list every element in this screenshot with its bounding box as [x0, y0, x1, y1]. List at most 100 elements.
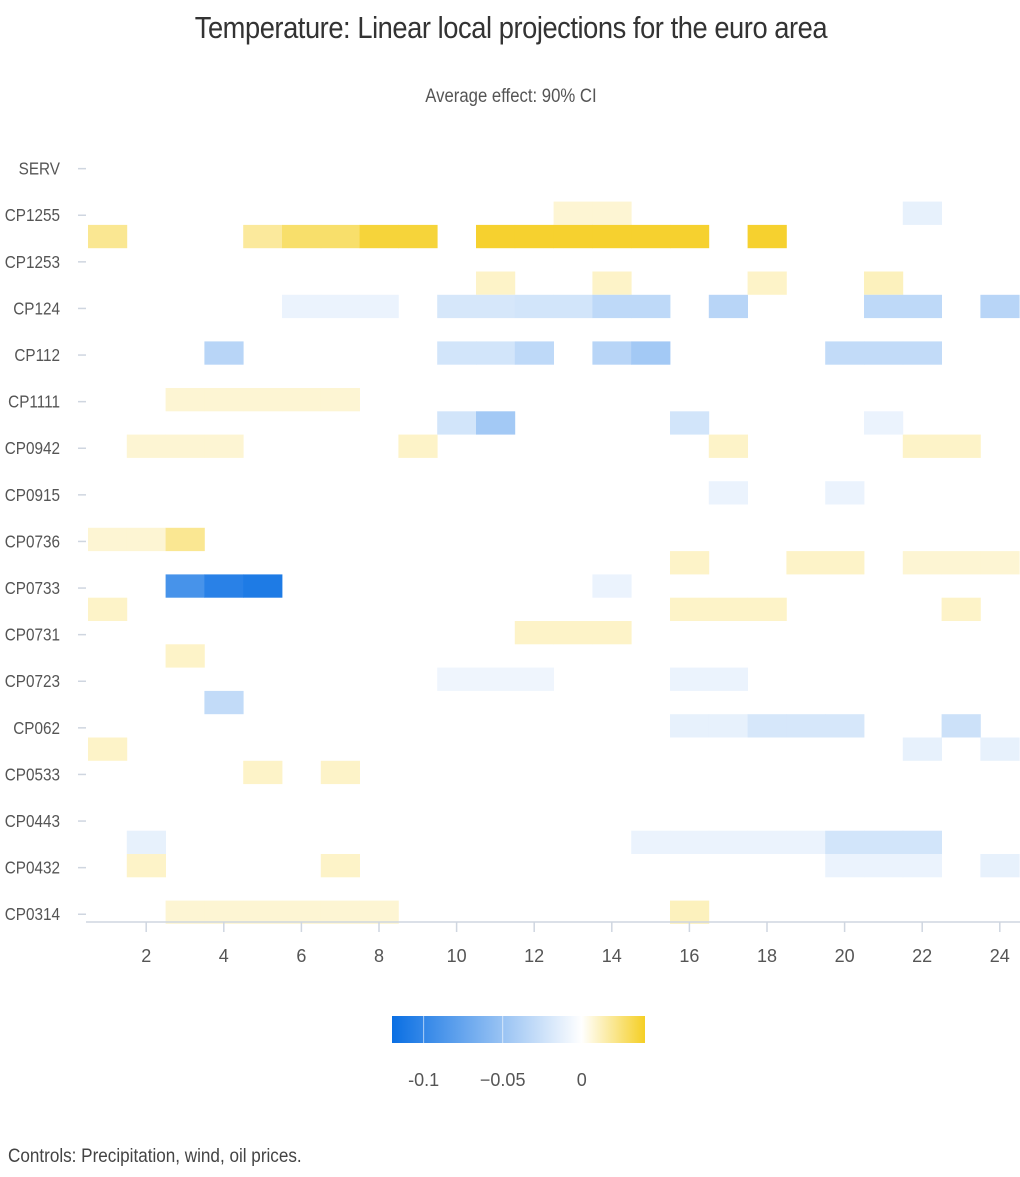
heatmap-cell	[204, 341, 244, 365]
heatmap-cell	[864, 411, 904, 435]
y-tick-label: CP062	[13, 718, 60, 738]
heatmap-cell	[825, 341, 865, 365]
heatmap-cell	[476, 224, 516, 249]
y-tick-label: CP124	[13, 298, 60, 318]
heatmap-cell	[902, 854, 942, 878]
heatmap-cell	[476, 667, 516, 691]
heatmap-cell	[126, 527, 166, 552]
y-tick-label: CP1255	[5, 205, 60, 225]
heatmap-cell	[631, 341, 671, 365]
heatmap-cell	[320, 854, 360, 878]
heatmap-cell	[88, 224, 128, 249]
heatmap-cell	[786, 830, 826, 854]
heatmap-cell	[204, 900, 244, 924]
heatmap-cell	[320, 224, 360, 249]
heatmap-cell	[320, 900, 360, 924]
heatmap-cell	[631, 224, 671, 249]
heatmap-cell	[204, 690, 244, 715]
x-tick-label: 22	[912, 946, 932, 966]
y-tick-label: CP0733	[5, 578, 60, 598]
x-tick-label: 4	[219, 946, 229, 966]
heatmap-cell	[320, 294, 360, 319]
heatmap-cell	[631, 294, 671, 319]
heatmap-cell	[747, 714, 787, 738]
heatmap-cell	[243, 574, 283, 598]
heatmap-cell	[825, 714, 865, 738]
heatmap-cell	[747, 224, 787, 249]
x-tick-label: 16	[679, 946, 699, 966]
y-tick-label: CP0942	[5, 438, 60, 458]
y-tick-label: CP0443	[5, 811, 60, 831]
heatmap-cell	[980, 854, 1020, 878]
heatmap-cell	[204, 388, 244, 412]
chart-caption: Controls: Precipitation, wind, oil price…	[8, 1146, 302, 1167]
heatmap-cell	[670, 411, 710, 435]
heatmap-cell	[437, 294, 477, 319]
heatmap-cell	[165, 527, 205, 552]
heatmap-cell	[359, 900, 399, 924]
x-tick-label: 14	[602, 946, 622, 966]
colorbar: -0.1 −0.05 0	[392, 1016, 645, 1090]
heatmap-cell	[825, 854, 865, 878]
heatmap-cell	[825, 830, 865, 854]
heatmap-cell	[825, 551, 865, 575]
heatmap-cell	[747, 597, 787, 621]
heatmap-cell	[670, 714, 710, 738]
heatmap-cell	[359, 224, 399, 249]
heatmap-cell	[941, 434, 981, 458]
heatmap-cell	[864, 271, 904, 295]
y-tick-label: CP0314	[5, 904, 60, 924]
heatmap-cell	[553, 621, 593, 645]
chart-subtitle: Average effect: 90% CI	[425, 86, 597, 107]
heatmap-cell	[864, 830, 904, 854]
y-tick-label: CP0736	[5, 531, 60, 551]
heatmap-cell	[165, 900, 205, 924]
colorbar-gradient	[392, 1016, 645, 1043]
heatmap-cell	[708, 667, 748, 691]
heatmap-cell	[941, 714, 981, 738]
heatmap-cell	[902, 201, 942, 225]
y-tick-label: CP0915	[5, 485, 60, 505]
heatmap-cell	[708, 434, 748, 458]
heatmap-cell	[282, 224, 322, 249]
heatmap-cell	[902, 551, 942, 575]
heatmap-cell	[282, 294, 322, 319]
heatmap-cell	[902, 294, 942, 319]
heatmap-cell	[476, 411, 516, 435]
y-tick-label: CP0533	[5, 764, 60, 784]
heatmap-cell	[476, 271, 516, 295]
heatmap-cell	[592, 621, 632, 645]
heatmap-cell	[592, 271, 632, 295]
heatmap-cell	[204, 574, 244, 598]
heatmap-cell	[670, 667, 710, 691]
colorbar-tick-label: -0.1	[408, 1070, 439, 1090]
heatmap-cell	[592, 294, 632, 319]
heatmap-cell	[592, 574, 632, 598]
heatmap-cell	[786, 714, 826, 738]
heatmap-cell	[553, 224, 593, 249]
heatmap-cell	[592, 201, 632, 225]
chart-title: Temperature: Linear local projections fo…	[194, 10, 828, 45]
heatmap-cell	[747, 271, 787, 295]
y-tick-label: CP0723	[5, 671, 60, 691]
heatmap-cell	[864, 854, 904, 878]
colorbar-tick-label: 0	[577, 1070, 587, 1090]
heatmap-cell	[88, 597, 128, 621]
y-axis: SERV CP1255 CP1253 CP124 CP112 CP1111 CP0942 CP…	[5, 158, 86, 925]
heatmap-cell	[670, 224, 710, 249]
heatmap-cell	[514, 224, 554, 249]
y-tick-label: CP1253	[5, 252, 60, 272]
x-tick-label: 12	[524, 946, 544, 966]
heatmap-cell	[941, 597, 981, 621]
heatmap-cell	[902, 434, 942, 458]
heatmap-cell	[165, 644, 205, 668]
heatmap-cell	[980, 551, 1020, 575]
y-tick-label: CP1111	[8, 391, 60, 411]
heatmap-cell	[514, 621, 554, 645]
heatmap-cell	[553, 201, 593, 225]
x-tick-label: 20	[835, 946, 855, 966]
heatmap-cell	[980, 737, 1020, 761]
heatmap-cell	[670, 830, 710, 854]
heatmap-cell	[126, 830, 166, 854]
heatmap-cell	[282, 900, 322, 924]
